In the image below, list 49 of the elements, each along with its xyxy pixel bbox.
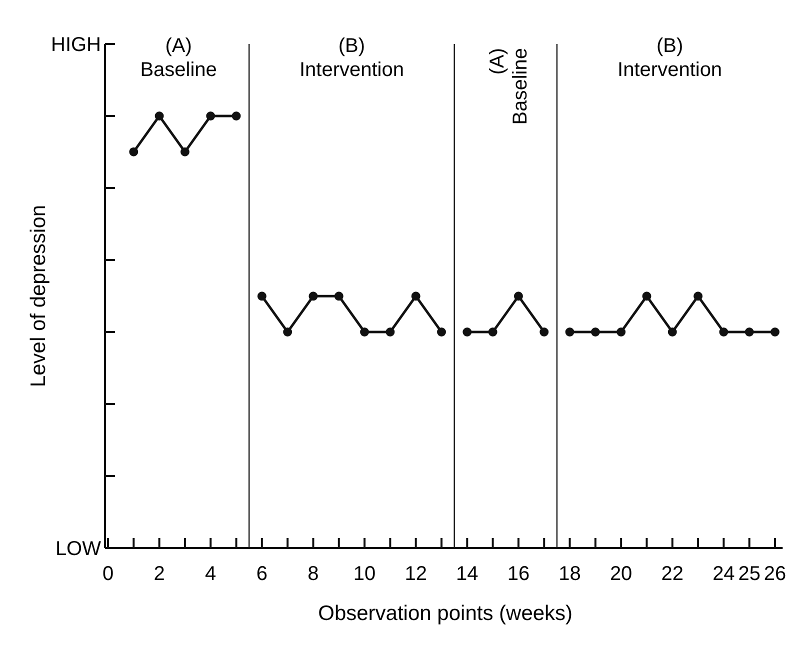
x-tick-label: 22 (661, 563, 684, 585)
point (590, 328, 600, 336)
point (257, 292, 266, 301)
point (437, 328, 446, 336)
y-axis-title: Level of depression (27, 204, 50, 388)
x-tick-label: 18 (558, 563, 581, 585)
text: (A) Baseline (140, 35, 217, 81)
x-tick-label: 24 (712, 563, 735, 585)
point (232, 112, 241, 120)
point (744, 328, 754, 336)
x-tick-label: 4 (205, 563, 216, 585)
point (514, 292, 523, 301)
point (386, 328, 395, 336)
x-tick-label: 0 (102, 563, 114, 585)
point (616, 328, 626, 336)
x-tick-label: 10 (353, 563, 376, 585)
point (719, 328, 728, 336)
annotation: (A) Baseline (486, 48, 532, 125)
point (180, 147, 190, 156)
x-tick-label: 2 (154, 563, 165, 585)
point (488, 328, 498, 336)
point (642, 292, 652, 301)
point (694, 292, 703, 301)
text: HIGH (51, 34, 101, 56)
x-tick-label: 12 (404, 563, 427, 585)
point (462, 328, 472, 336)
point (540, 328, 549, 336)
x-tick-label: 16 (507, 563, 530, 585)
point (411, 292, 420, 301)
point (308, 292, 318, 301)
point (565, 328, 574, 336)
x-tick-label: 6 (256, 563, 268, 585)
x-tick-label: 26 (764, 563, 786, 585)
point (770, 328, 780, 336)
text: (B) Intervention (299, 35, 404, 81)
point (154, 112, 164, 120)
point (206, 112, 216, 120)
x-tick-label: 25 (738, 563, 760, 585)
x-tick-label: 8 (308, 563, 319, 585)
point (129, 147, 138, 156)
point (360, 328, 370, 336)
point (668, 328, 677, 336)
x-tick-label: 14 (456, 563, 478, 585)
point (283, 328, 292, 336)
point (334, 292, 344, 301)
x-axis-title: Observation points (weeks) (318, 602, 573, 625)
text: LOW (55, 538, 102, 560)
x-tick-label: 20 (610, 563, 632, 585)
text: (B) Intervention (618, 35, 722, 81)
